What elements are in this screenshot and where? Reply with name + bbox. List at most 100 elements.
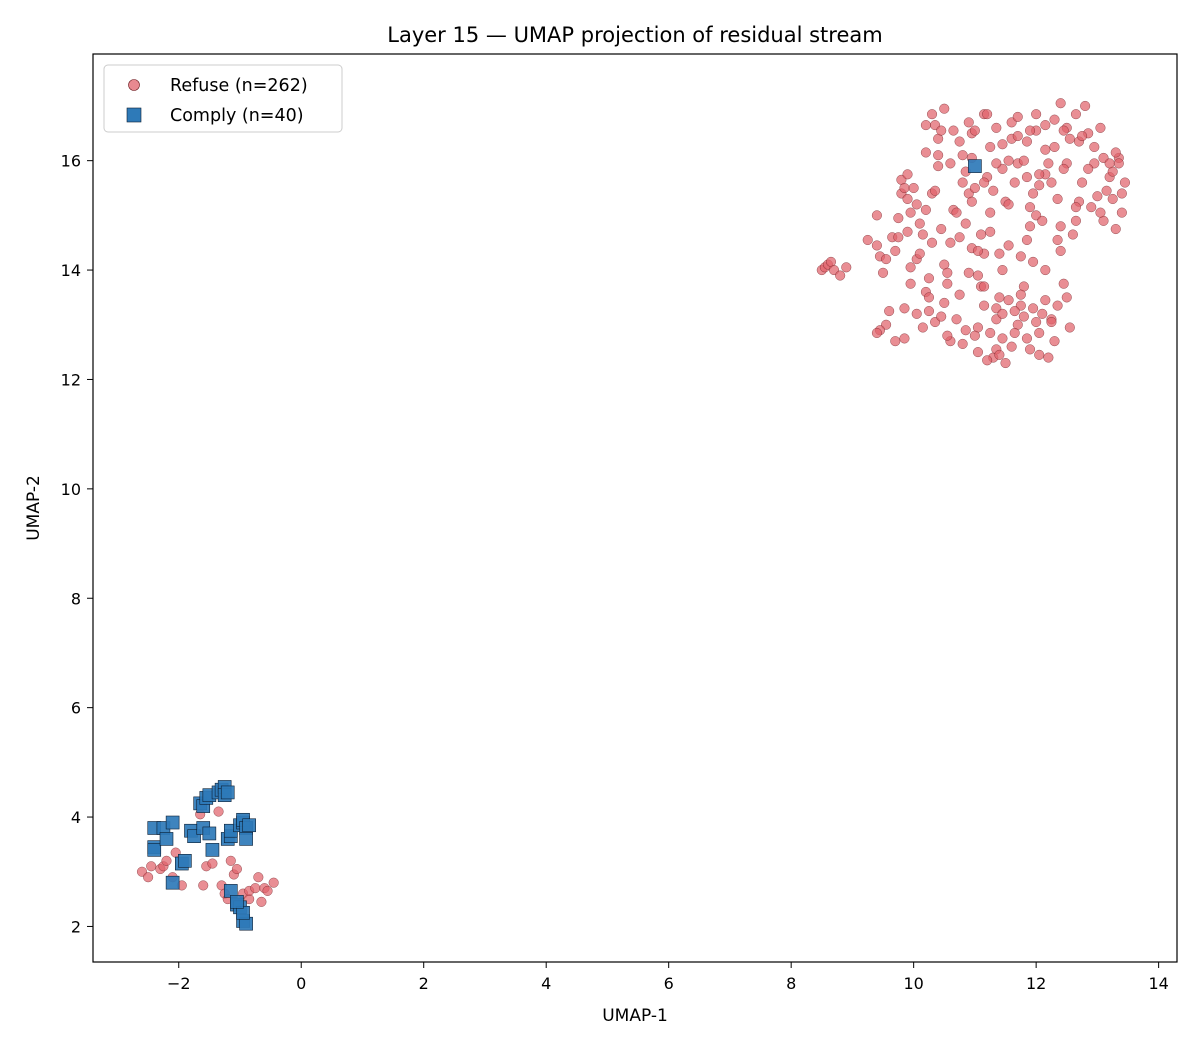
refuse-point [1037,308,1048,319]
refuse-point [835,270,846,281]
refuse-point [963,267,974,278]
y-tick-label: 14 [61,261,81,280]
plot-frame [92,53,1178,963]
refuse-point [899,333,910,344]
refuse-point [972,245,984,256]
refuse-point [975,229,987,240]
refuse-point [871,210,882,221]
refuse-point [905,262,916,273]
refuse-point [966,196,977,207]
y-tick-label: 12 [61,370,81,389]
refuse-point [1037,215,1048,226]
refuse-point [890,245,901,256]
refuse-point [893,232,904,243]
refuse-point [902,193,913,205]
refuse-point [1043,158,1054,169]
refuse-point [988,185,999,196]
refuse-point [1003,199,1014,210]
refuse-point [1061,292,1072,303]
x-tick-label: 6 [664,974,674,993]
refuse-point [945,158,956,169]
refuse-point [972,347,984,358]
refuse-point [979,300,990,311]
refuse-point [982,109,993,120]
refuse-point [225,855,236,866]
refuse-point [1009,327,1020,339]
comply-point [239,832,253,846]
refuse-point [1034,327,1045,339]
refuse-point [1055,98,1066,109]
refuse-point [1012,130,1023,142]
refuse-point [213,806,224,817]
refuse-point [253,872,264,883]
legend-label-comply: Comply (n=40) [170,106,304,126]
refuse-point [1028,188,1039,199]
x-tick-label: 0 [296,974,306,993]
y-tick-label: 6 [71,699,81,718]
legend: Refuse (n=262) Comply (n=40) [103,64,343,133]
refuse-point [1064,322,1075,333]
refuse-point [250,883,261,894]
comply-point [242,818,256,833]
refuse-point [923,292,935,303]
y-axis-ticks: 2 4 6 8 10 12 14 16 [61,152,93,936]
comply-point [230,895,244,909]
refuse-point [942,267,953,278]
comply-point [205,843,220,857]
refuse-point [1086,202,1097,213]
refuse-point [1107,193,1118,205]
refuse-point [969,182,980,194]
refuse-point [1083,163,1094,174]
refuse-point [871,327,882,339]
refuse-point [923,273,935,284]
refuse-point [1028,303,1039,314]
refuse-point [207,858,218,869]
refuse-point [951,207,962,218]
x-tick-label: 14 [1148,974,1168,993]
refuse-point [877,267,889,278]
refuse-point [1040,120,1051,131]
refuse-point [1009,177,1020,188]
refuse-point [890,336,901,347]
refuse-point [920,120,931,131]
legend-marker-comply [126,107,142,123]
refuse-point [1058,278,1069,289]
refuse-point [1104,158,1115,169]
refuse-point [930,185,941,196]
refuse-point [1021,172,1033,183]
refuse-point [911,199,922,210]
refuse-point [936,223,947,235]
y-tick-label: 4 [71,808,81,827]
refuse-point [899,182,910,194]
comply-point [178,854,192,868]
refuse-point [991,122,1002,133]
refuse-point [1058,125,1069,136]
refuse-point [871,240,882,251]
refuse-point [893,213,904,224]
refuse-point [1009,306,1020,317]
refuse-point [1055,245,1066,256]
refuse-point [841,262,852,273]
refuse-point [1089,141,1100,153]
refuse-point [1021,136,1033,147]
refuse-point [933,161,944,172]
refuse-point [1018,155,1029,166]
refuse-point [902,169,913,180]
refuse-point [262,885,273,896]
x-axis-label: UMAP-1 [602,1006,668,1026]
refuse-point [905,207,916,218]
refuse-point [991,158,1002,169]
refuse-point [997,308,1008,319]
comply-point [165,875,180,890]
refuse-point [1031,109,1042,120]
refuse-point [1040,144,1051,155]
y-tick-label: 16 [61,152,81,171]
refuse-point [954,136,965,147]
refuse-point [923,306,935,317]
refuse-point [231,863,242,875]
refuse-point [1040,265,1051,276]
refuse-point [256,896,267,907]
refuse-point [1046,177,1057,188]
refuse-point [945,237,956,248]
refuse-point [1034,169,1045,180]
